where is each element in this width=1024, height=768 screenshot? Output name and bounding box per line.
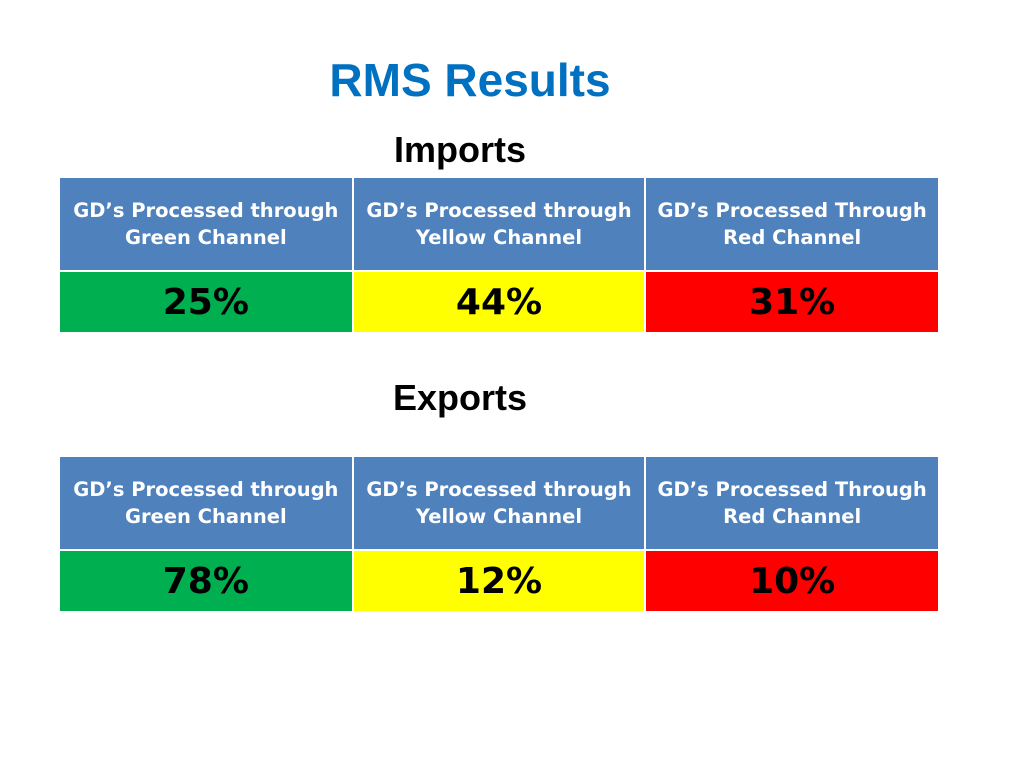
imports-green-value: 25% (60, 270, 354, 332)
exports-red-value: 10% (644, 549, 938, 611)
imports-red-value: 31% (644, 270, 938, 332)
imports-values-row: 25% 44% 31% (60, 270, 938, 332)
imports-header-row: GD’s Processed through Green Channel GD’… (60, 178, 938, 272)
exports-yellow-channel-header: GD’s Processed through Yellow Channel (351, 457, 647, 551)
exports-red-channel-header: GD’s Processed Through Red Channel (644, 457, 938, 551)
imports-table: GD’s Processed through Green Channel GD’… (60, 178, 938, 332)
exports-green-value: 78% (60, 549, 354, 611)
imports-green-channel-header: GD’s Processed through Green Channel (60, 178, 354, 272)
exports-header-row: GD’s Processed through Green Channel GD’… (60, 457, 938, 551)
exports-heading: Exports (392, 377, 528, 418)
slide-title: RMS Results (329, 54, 611, 106)
imports-yellow-value: 44% (351, 270, 647, 332)
imports-yellow-channel-header: GD’s Processed through Yellow Channel (351, 178, 647, 272)
imports-heading: Imports (393, 129, 526, 170)
exports-green-channel-header: GD’s Processed through Green Channel (60, 457, 354, 551)
exports-yellow-value: 12% (351, 549, 647, 611)
imports-red-channel-header: GD’s Processed Through Red Channel (644, 178, 938, 272)
exports-values-row: 78% 12% 10% (60, 549, 938, 611)
exports-table: GD’s Processed through Green Channel GD’… (60, 457, 938, 611)
